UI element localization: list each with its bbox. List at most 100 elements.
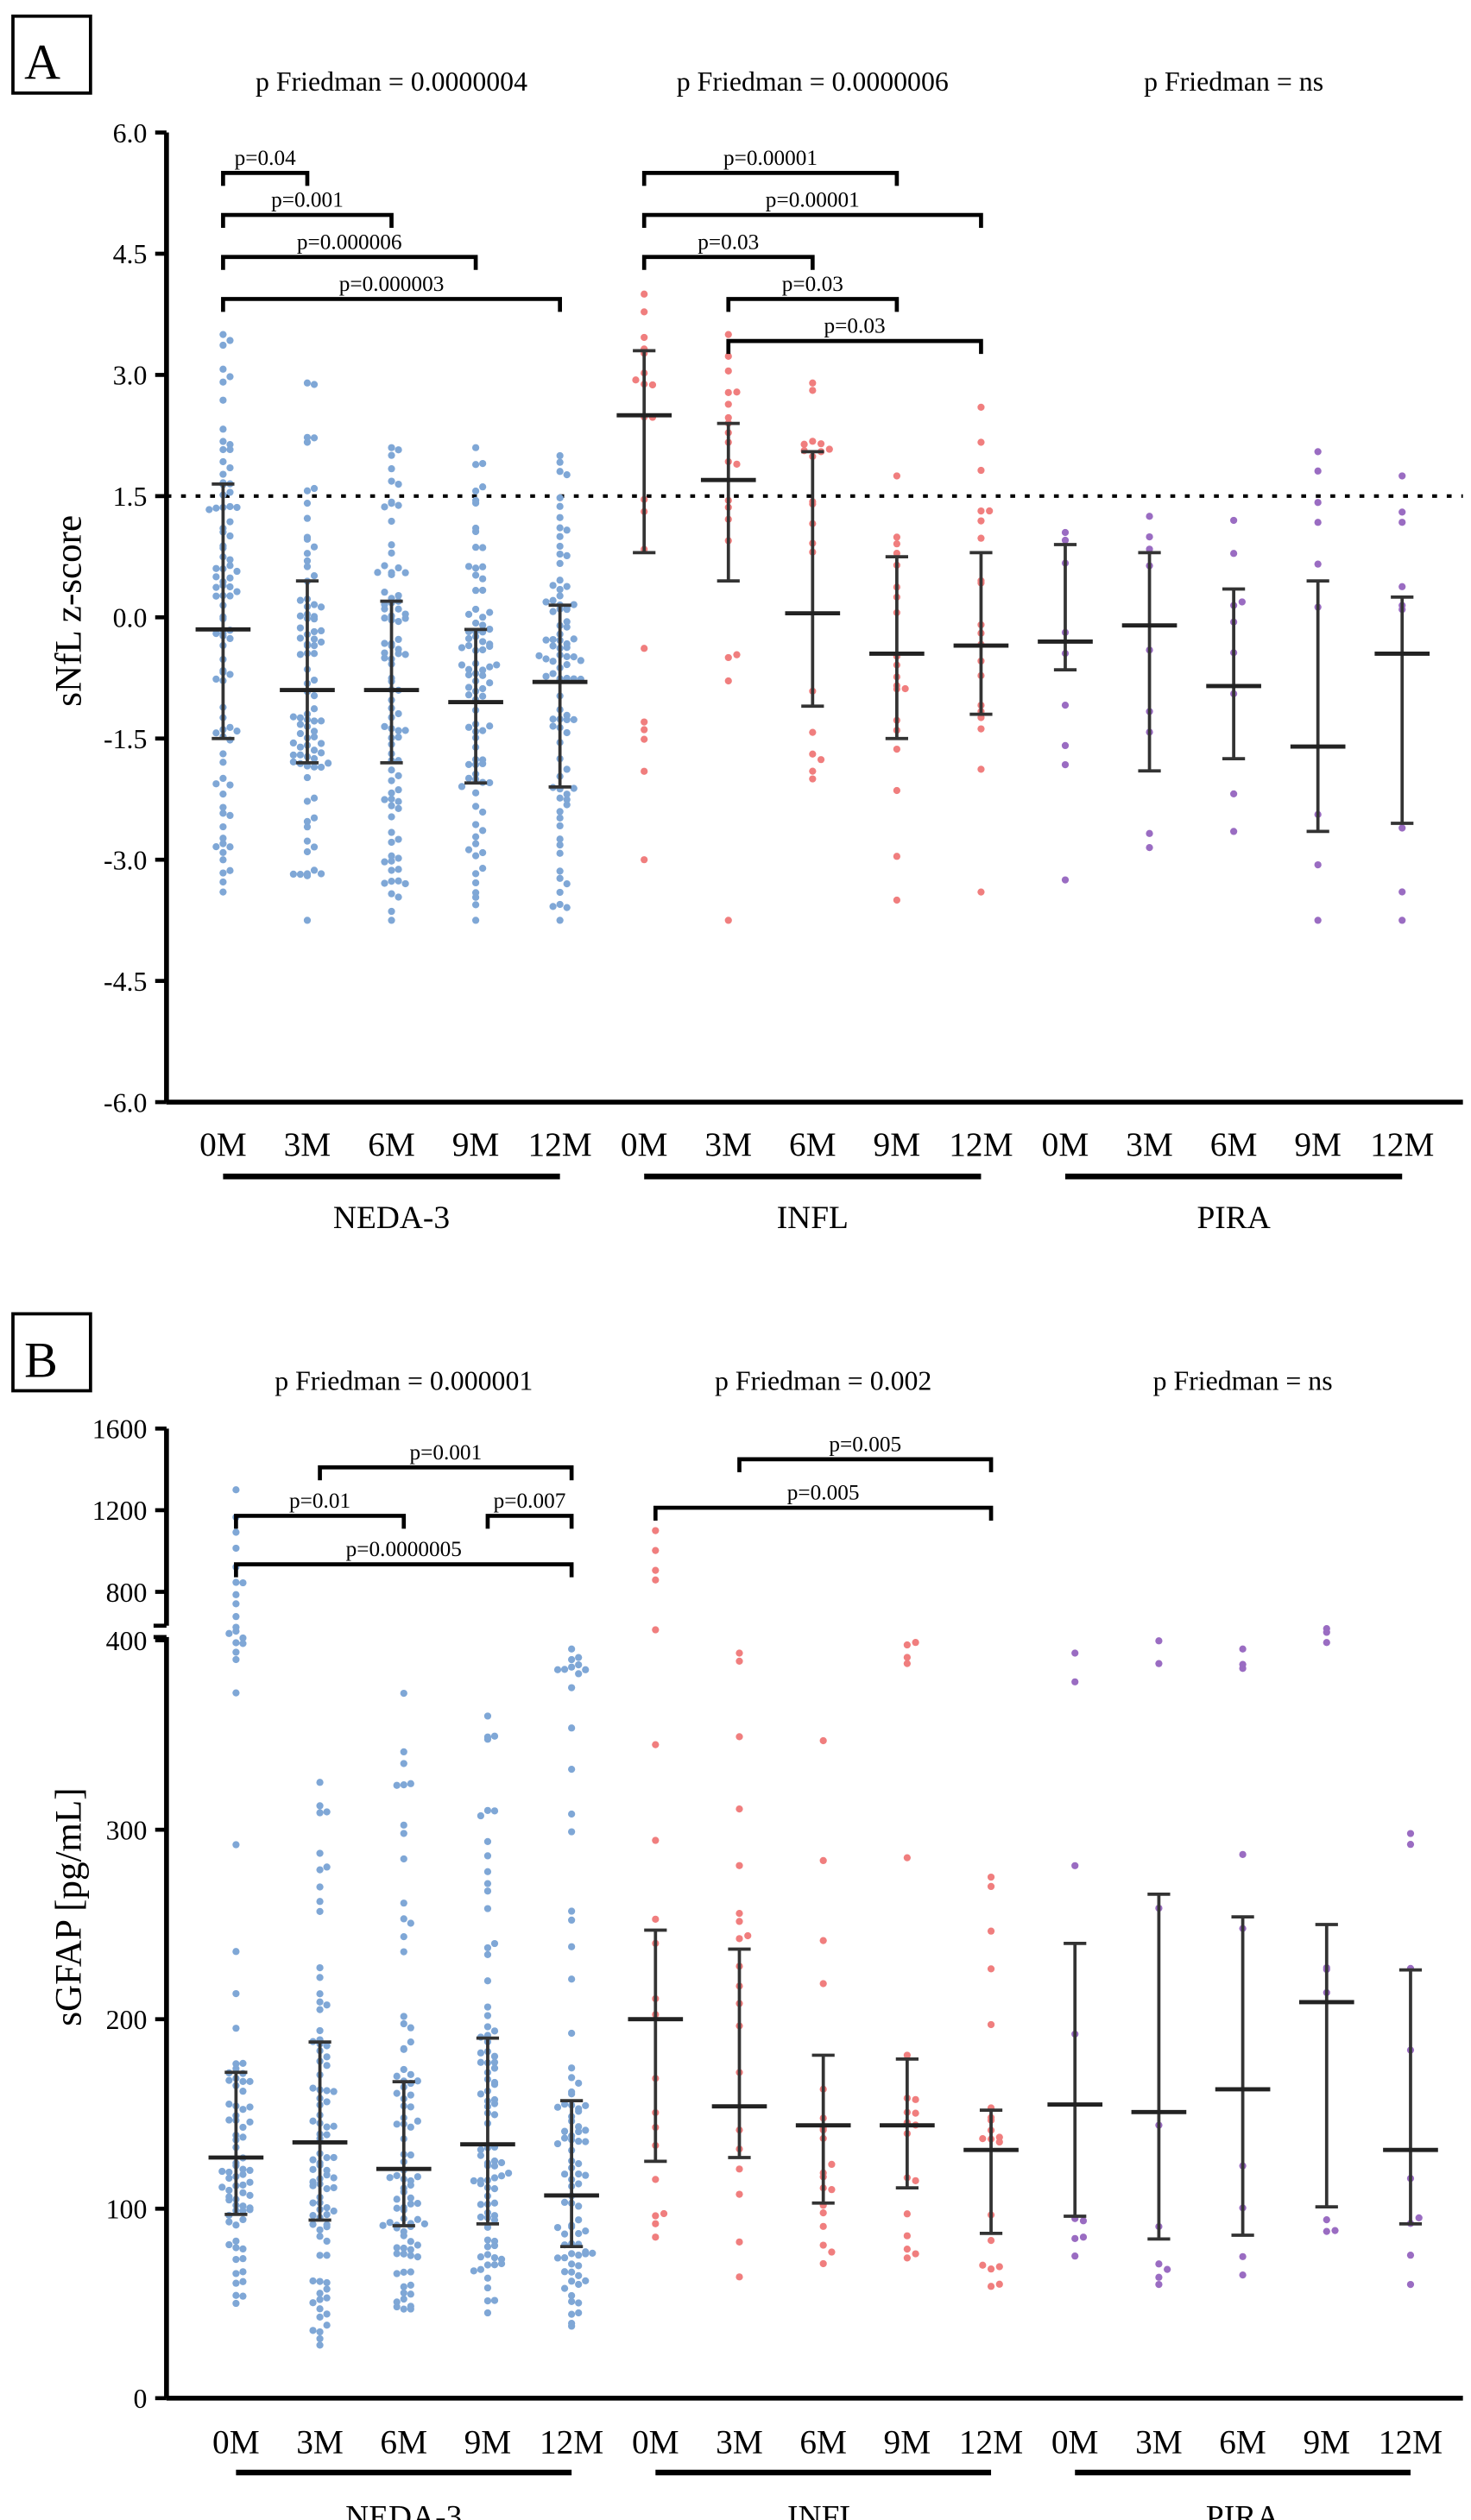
data-point: [549, 722, 557, 730]
data-point: [1146, 829, 1153, 837]
data-point: [395, 893, 402, 901]
data-point: [641, 735, 648, 743]
data-point: [309, 2165, 317, 2173]
data-point: [219, 810, 227, 817]
data-point: [296, 612, 305, 620]
data-point: [400, 2283, 407, 2290]
data-point: [575, 2299, 583, 2307]
y-tick-label: -6.0: [104, 1087, 147, 1118]
data-point: [232, 1613, 240, 1621]
data-point: [323, 2223, 331, 2231]
data-point: [388, 549, 395, 557]
x-tick-label: 0M: [212, 2422, 260, 2460]
data-point: [414, 2117, 421, 2125]
data-point: [316, 1883, 324, 1891]
significance-bracket: [318, 1465, 574, 1481]
data-point: [219, 888, 227, 896]
data-point: [575, 2180, 583, 2188]
significance-label: p=0.03: [782, 272, 843, 296]
data-point: [553, 2103, 562, 2111]
data-point: [239, 2106, 247, 2114]
data-point: [1323, 1629, 1330, 1636]
data-point: [303, 438, 312, 446]
data-point: [556, 835, 564, 843]
data-point: [310, 543, 319, 551]
data-point: [225, 2193, 233, 2201]
data-point: [471, 840, 480, 847]
data-point: [400, 1821, 407, 1829]
x-tick-label: 12M: [959, 2422, 1023, 2460]
data-point: [330, 2153, 338, 2162]
data-point: [219, 470, 227, 478]
data-point: [1061, 741, 1070, 750]
data-point: [809, 379, 817, 387]
data-point: [407, 2024, 414, 2032]
data-point: [568, 2268, 576, 2276]
data-point: [724, 388, 732, 396]
data-point: [486, 679, 494, 687]
data-point: [483, 2236, 492, 2244]
data-point: [477, 2201, 485, 2208]
data-point: [310, 484, 319, 493]
data-point: [316, 1998, 324, 2006]
data-point: [219, 365, 227, 373]
data-point: [1239, 2271, 1247, 2279]
data-point: [226, 866, 234, 874]
data-point: [458, 661, 466, 669]
data-point: [400, 2019, 407, 2028]
significance-label: p=0.005: [829, 1433, 901, 1457]
data-point: [226, 337, 234, 344]
data-point: [1146, 532, 1153, 541]
data-point: [490, 2157, 499, 2165]
data-point: [809, 750, 817, 758]
data-point: [395, 605, 402, 613]
data-point: [407, 2238, 414, 2246]
data-point: [483, 2012, 492, 2019]
data-point: [912, 2250, 919, 2258]
data-point: [226, 440, 234, 449]
data-point: [310, 650, 319, 658]
data-point: [464, 846, 473, 854]
data-point: [987, 1927, 995, 1935]
data-point: [1071, 1649, 1079, 1657]
x-tick-label: 3M: [1126, 1125, 1173, 1163]
data-point: [381, 562, 388, 570]
data-point: [724, 352, 732, 360]
group-label: PIRA: [1206, 2500, 1279, 2520]
data-point: [325, 759, 332, 767]
data-point: [497, 2158, 506, 2167]
data-point: [219, 378, 227, 386]
data-point: [575, 2160, 583, 2168]
data-point: [560, 2198, 569, 2207]
data-point: [323, 2062, 331, 2070]
data-point: [568, 1684, 576, 1692]
data-point: [323, 2294, 331, 2302]
data-point: [212, 564, 220, 572]
data-point: [477, 2180, 485, 2188]
data-point: [817, 440, 825, 448]
data-point: [903, 2210, 911, 2218]
data-point: [477, 2090, 485, 2098]
data-point: [486, 625, 494, 633]
data-point: [309, 2199, 317, 2207]
data-point: [414, 2252, 421, 2261]
x-tick-label: 12M: [540, 2422, 603, 2460]
significance-bracket: [485, 1514, 574, 1529]
data-point: [563, 652, 571, 660]
data-point: [1239, 1660, 1247, 1668]
data-point: [395, 646, 402, 653]
x-tick-label: 9M: [452, 1125, 500, 1163]
data-point: [310, 747, 319, 754]
data-point: [212, 573, 220, 581]
x-tick-label: 12M: [949, 1125, 1013, 1163]
data-point: [912, 2177, 919, 2184]
data-point: [388, 451, 395, 459]
data-point: [401, 614, 409, 622]
data-point: [535, 652, 543, 659]
data-point: [1323, 2216, 1330, 2224]
data-point: [316, 2252, 324, 2259]
significance-bracket: [641, 255, 815, 270]
data-point: [395, 617, 402, 626]
data-point: [310, 381, 319, 388]
data-point: [563, 711, 571, 720]
